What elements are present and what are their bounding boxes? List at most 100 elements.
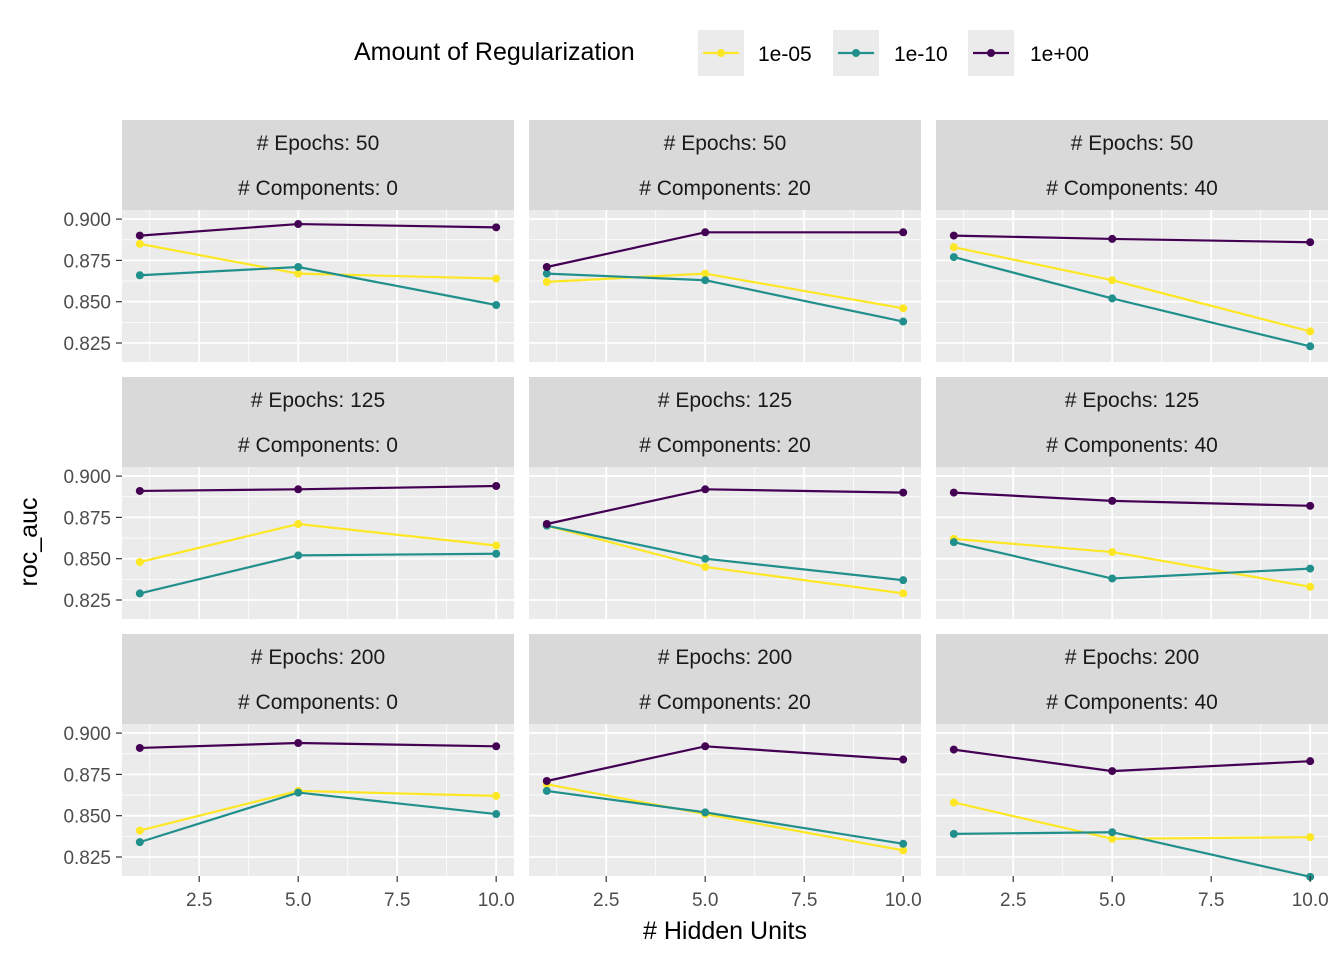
legend-label: 1e-10 bbox=[894, 43, 948, 66]
plot-background bbox=[936, 724, 1328, 876]
facet-components-label: # Components: 40 bbox=[1046, 177, 1218, 200]
plot-background bbox=[122, 724, 514, 876]
data-point-1e-05 bbox=[135, 239, 144, 248]
data-point-1e+00 bbox=[949, 231, 958, 240]
y-axis-title: roc_auc bbox=[15, 498, 43, 587]
y-axis-ticks: 0.825 0.850 0.875 0.900 0.825 0.850 0.875 0.900… bbox=[63, 210, 122, 869]
data-point-1e-10 bbox=[492, 549, 501, 558]
data-point-1e+00 bbox=[1108, 234, 1117, 243]
data-point-1e-10 bbox=[135, 589, 144, 598]
data-point-1e-10 bbox=[701, 276, 710, 285]
x-tick-label: 7.5 bbox=[791, 890, 817, 911]
data-point-1e-10 bbox=[1108, 574, 1117, 583]
x-tick-label: 5.0 bbox=[1099, 890, 1125, 911]
facet-panel: # Epochs: 125 # Components: 40 bbox=[936, 377, 1328, 619]
legend-label: 1e-05 bbox=[758, 43, 812, 66]
plot-background bbox=[122, 210, 514, 362]
legend-title: Amount of Regularization bbox=[354, 38, 635, 66]
facet-strip bbox=[122, 634, 514, 724]
facet-panel: # Epochs: 125 # Components: 20 bbox=[529, 377, 921, 619]
data-point-1e-10 bbox=[1306, 342, 1315, 351]
legend-key-point bbox=[717, 49, 725, 57]
y-tick-label: 0.875 bbox=[63, 508, 111, 529]
data-point-1e+00 bbox=[542, 777, 551, 785]
data-point-1e+00 bbox=[135, 743, 144, 752]
plot-background bbox=[529, 724, 921, 876]
data-point-1e-10 bbox=[701, 554, 710, 563]
y-tick-label: 0.850 bbox=[63, 550, 111, 571]
data-point-1e-10 bbox=[899, 317, 908, 326]
data-point-1e+00 bbox=[701, 228, 710, 237]
y-tick-label: 0.825 bbox=[63, 848, 111, 869]
data-point-1e+00 bbox=[492, 742, 501, 751]
y-tick-label: 0.825 bbox=[63, 591, 111, 612]
x-tick-label: 10.0 bbox=[478, 890, 515, 911]
facet-panel: # Epochs: 200 # Components: 20 bbox=[529, 634, 921, 876]
facet-strip bbox=[529, 377, 921, 467]
x-tick-label: 7.5 bbox=[1198, 890, 1224, 911]
legend: Amount of Regularization 1e-05 1e-10 1e+00 bbox=[354, 30, 1089, 76]
data-point-1e+00 bbox=[294, 739, 303, 747]
facet-components-label: # Components: 0 bbox=[238, 691, 398, 714]
data-point-1e-10 bbox=[899, 576, 908, 585]
data-point-1e+00 bbox=[135, 486, 144, 495]
data-point-1e-05 bbox=[949, 798, 958, 807]
data-point-1e-05 bbox=[899, 589, 908, 598]
facet-components-label: # Components: 0 bbox=[238, 434, 398, 457]
data-point-1e+00 bbox=[1306, 757, 1315, 766]
data-point-1e+00 bbox=[1108, 767, 1117, 776]
facet-components-label: # Components: 20 bbox=[639, 691, 811, 714]
facet-strip bbox=[122, 377, 514, 467]
x-tick-label: 10.0 bbox=[1292, 890, 1329, 911]
data-point-1e-10 bbox=[949, 253, 958, 262]
data-point-1e-05 bbox=[899, 846, 908, 855]
facet-strip bbox=[529, 120, 921, 210]
data-point-1e+00 bbox=[899, 228, 908, 237]
data-point-1e+00 bbox=[899, 488, 908, 497]
data-point-1e+00 bbox=[949, 745, 958, 754]
data-point-1e-05 bbox=[1306, 833, 1315, 842]
data-point-1e-10 bbox=[701, 808, 710, 817]
facet-epochs-label: # Epochs: 125 bbox=[658, 389, 792, 412]
x-tick-label: 2.5 bbox=[593, 890, 619, 911]
facet-panel: # Epochs: 200 # Components: 0 bbox=[122, 634, 514, 876]
facet-strip bbox=[936, 634, 1328, 724]
y-tick-label: 0.850 bbox=[63, 293, 111, 314]
data-point-1e+00 bbox=[492, 482, 501, 490]
data-point-1e-10 bbox=[1108, 828, 1117, 837]
data-point-1e+00 bbox=[899, 755, 908, 764]
data-point-1e-05 bbox=[492, 541, 501, 550]
y-tick-label: 0.900 bbox=[63, 467, 111, 488]
legend-label: 1e+00 bbox=[1030, 43, 1089, 66]
y-tick-label: 0.900 bbox=[63, 210, 111, 231]
facet-components-label: # Components: 0 bbox=[238, 177, 398, 200]
facet-epochs-label: # Epochs: 125 bbox=[251, 389, 385, 412]
data-point-1e-10 bbox=[899, 839, 908, 848]
facet-epochs-label: # Epochs: 200 bbox=[658, 646, 792, 669]
data-point-1e-05 bbox=[1108, 276, 1117, 285]
data-point-1e+00 bbox=[542, 520, 551, 528]
facet-components-label: # Components: 20 bbox=[639, 177, 811, 200]
data-point-1e+00 bbox=[701, 485, 710, 494]
data-point-1e-10 bbox=[1306, 564, 1315, 573]
facet-epochs-label: # Epochs: 50 bbox=[1071, 132, 1194, 155]
data-point-1e+00 bbox=[1306, 238, 1315, 247]
x-tick-label: 5.0 bbox=[285, 890, 311, 911]
data-point-1e+00 bbox=[949, 488, 958, 497]
data-point-1e-05 bbox=[1306, 582, 1315, 591]
data-point-1e-05 bbox=[1108, 548, 1117, 557]
data-point-1e+00 bbox=[1306, 501, 1315, 510]
data-point-1e-05 bbox=[701, 562, 710, 571]
data-point-1e-10 bbox=[294, 788, 303, 797]
y-tick-label: 0.850 bbox=[63, 807, 111, 828]
data-point-1e+00 bbox=[294, 485, 303, 494]
data-point-1e-05 bbox=[899, 304, 908, 313]
x-tick-label: 2.5 bbox=[186, 890, 212, 911]
data-point-1e+00 bbox=[135, 231, 144, 240]
data-point-1e-05 bbox=[1306, 327, 1315, 336]
data-point-1e-10 bbox=[135, 271, 144, 280]
facet-strip bbox=[529, 634, 921, 724]
facet-strip bbox=[936, 377, 1328, 467]
facet-panels: # Epochs: 50# Components: 0# Epochs: 50#… bbox=[122, 120, 1328, 881]
